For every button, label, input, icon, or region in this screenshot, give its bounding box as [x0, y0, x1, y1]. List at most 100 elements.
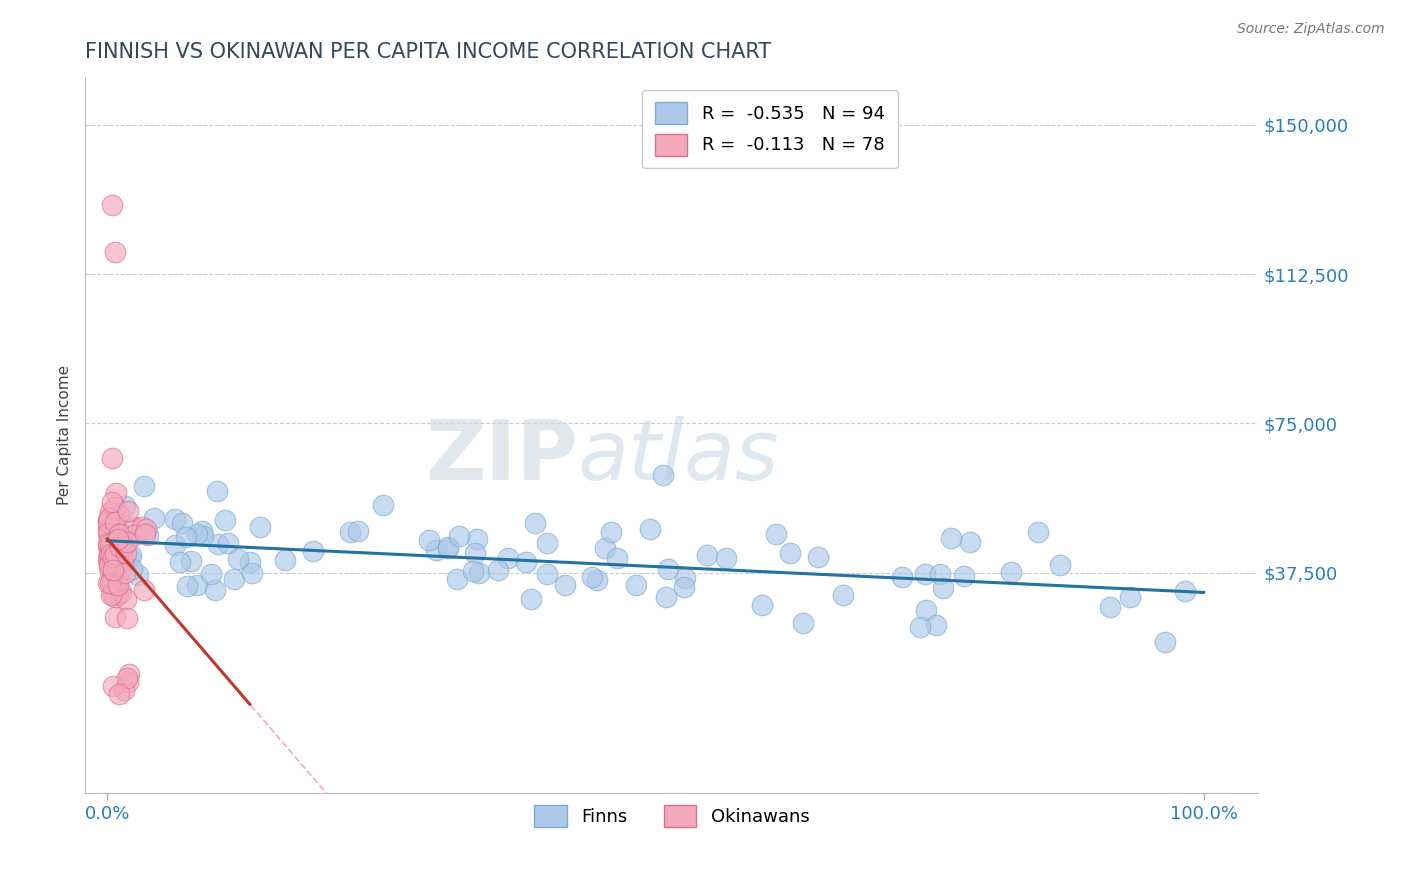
Point: [339, 524, 361, 539]
Point: [103, 535, 125, 549]
Point: [176, 579, 198, 593]
Point: [104, 516, 127, 530]
Point: [122, 519, 145, 533]
Point: [226, 552, 249, 566]
Point: [101, 563, 124, 577]
Point: [205, 483, 228, 498]
Point: [186, 577, 208, 591]
Point: [100, 574, 122, 589]
Point: [486, 563, 509, 577]
Point: [97, 526, 120, 541]
Point: [436, 541, 458, 555]
Point: [536, 567, 558, 582]
Point: [939, 531, 962, 545]
Point: [107, 578, 129, 592]
Point: [110, 541, 132, 555]
Point: [224, 572, 246, 586]
Point: [103, 552, 125, 566]
Point: [107, 573, 129, 587]
Point: [117, 675, 139, 690]
Point: [1174, 584, 1197, 599]
Point: [112, 539, 135, 553]
Point: [463, 564, 485, 578]
Point: [207, 537, 229, 551]
Point: [110, 585, 132, 599]
Point: [100, 547, 122, 561]
Point: [765, 526, 787, 541]
Point: [959, 534, 981, 549]
Point: [952, 569, 974, 583]
Point: [100, 575, 122, 590]
Point: [214, 513, 236, 527]
Point: [606, 551, 628, 566]
Point: [104, 500, 127, 515]
Point: [931, 581, 953, 595]
Point: [103, 531, 125, 545]
Point: [302, 544, 325, 558]
Point: [581, 569, 603, 583]
Point: [100, 589, 122, 603]
Point: [115, 535, 138, 549]
Point: [134, 526, 156, 541]
Point: [515, 555, 537, 569]
Point: [97, 513, 120, 527]
Point: [191, 524, 214, 538]
Point: [101, 451, 124, 466]
Point: [651, 468, 673, 483]
Point: [115, 591, 138, 606]
Point: [165, 511, 187, 525]
Point: [249, 520, 271, 534]
Point: [464, 545, 486, 559]
Point: [585, 573, 607, 587]
Point: [105, 536, 128, 550]
Point: [496, 550, 519, 565]
Point: [104, 486, 127, 500]
Point: [118, 550, 141, 565]
Point: [831, 588, 853, 602]
Point: [217, 536, 239, 550]
Point: [169, 555, 191, 569]
Text: FINNISH VS OKINAWAN PER CAPITA INCOME CORRELATION CHART: FINNISH VS OKINAWAN PER CAPITA INCOME CO…: [86, 42, 772, 62]
Point: [929, 567, 952, 582]
Point: [131, 520, 153, 534]
Point: [98, 505, 121, 519]
Point: [98, 547, 121, 561]
Legend: Finns, Okinawans: Finns, Okinawans: [527, 798, 817, 834]
Point: [626, 578, 648, 592]
Point: [204, 583, 226, 598]
Point: [107, 526, 129, 541]
Point: [657, 562, 679, 576]
Y-axis label: Per Capita Income: Per Capita Income: [58, 365, 72, 506]
Point: [97, 539, 120, 553]
Point: [97, 547, 120, 561]
Point: [101, 563, 124, 577]
Point: [105, 522, 128, 536]
Point: [193, 529, 215, 543]
Point: [519, 592, 541, 607]
Point: [97, 522, 120, 536]
Point: [98, 530, 121, 544]
Point: [891, 570, 914, 584]
Point: [467, 532, 489, 546]
Point: [117, 503, 139, 517]
Point: [673, 571, 696, 585]
Point: [98, 511, 121, 525]
Point: [127, 568, 149, 582]
Point: [1098, 599, 1121, 614]
Point: [779, 546, 801, 560]
Point: [115, 611, 138, 625]
Point: [165, 538, 187, 552]
Point: [910, 620, 932, 634]
Point: [696, 549, 718, 563]
Point: [101, 495, 124, 509]
Point: [103, 588, 125, 602]
Point: [98, 537, 121, 551]
Point: [104, 566, 127, 581]
Point: [120, 548, 142, 562]
Point: [108, 687, 131, 701]
Text: ZIP: ZIP: [426, 417, 578, 497]
Point: [104, 547, 127, 561]
Point: [121, 522, 143, 536]
Point: [600, 525, 623, 540]
Point: [97, 576, 120, 591]
